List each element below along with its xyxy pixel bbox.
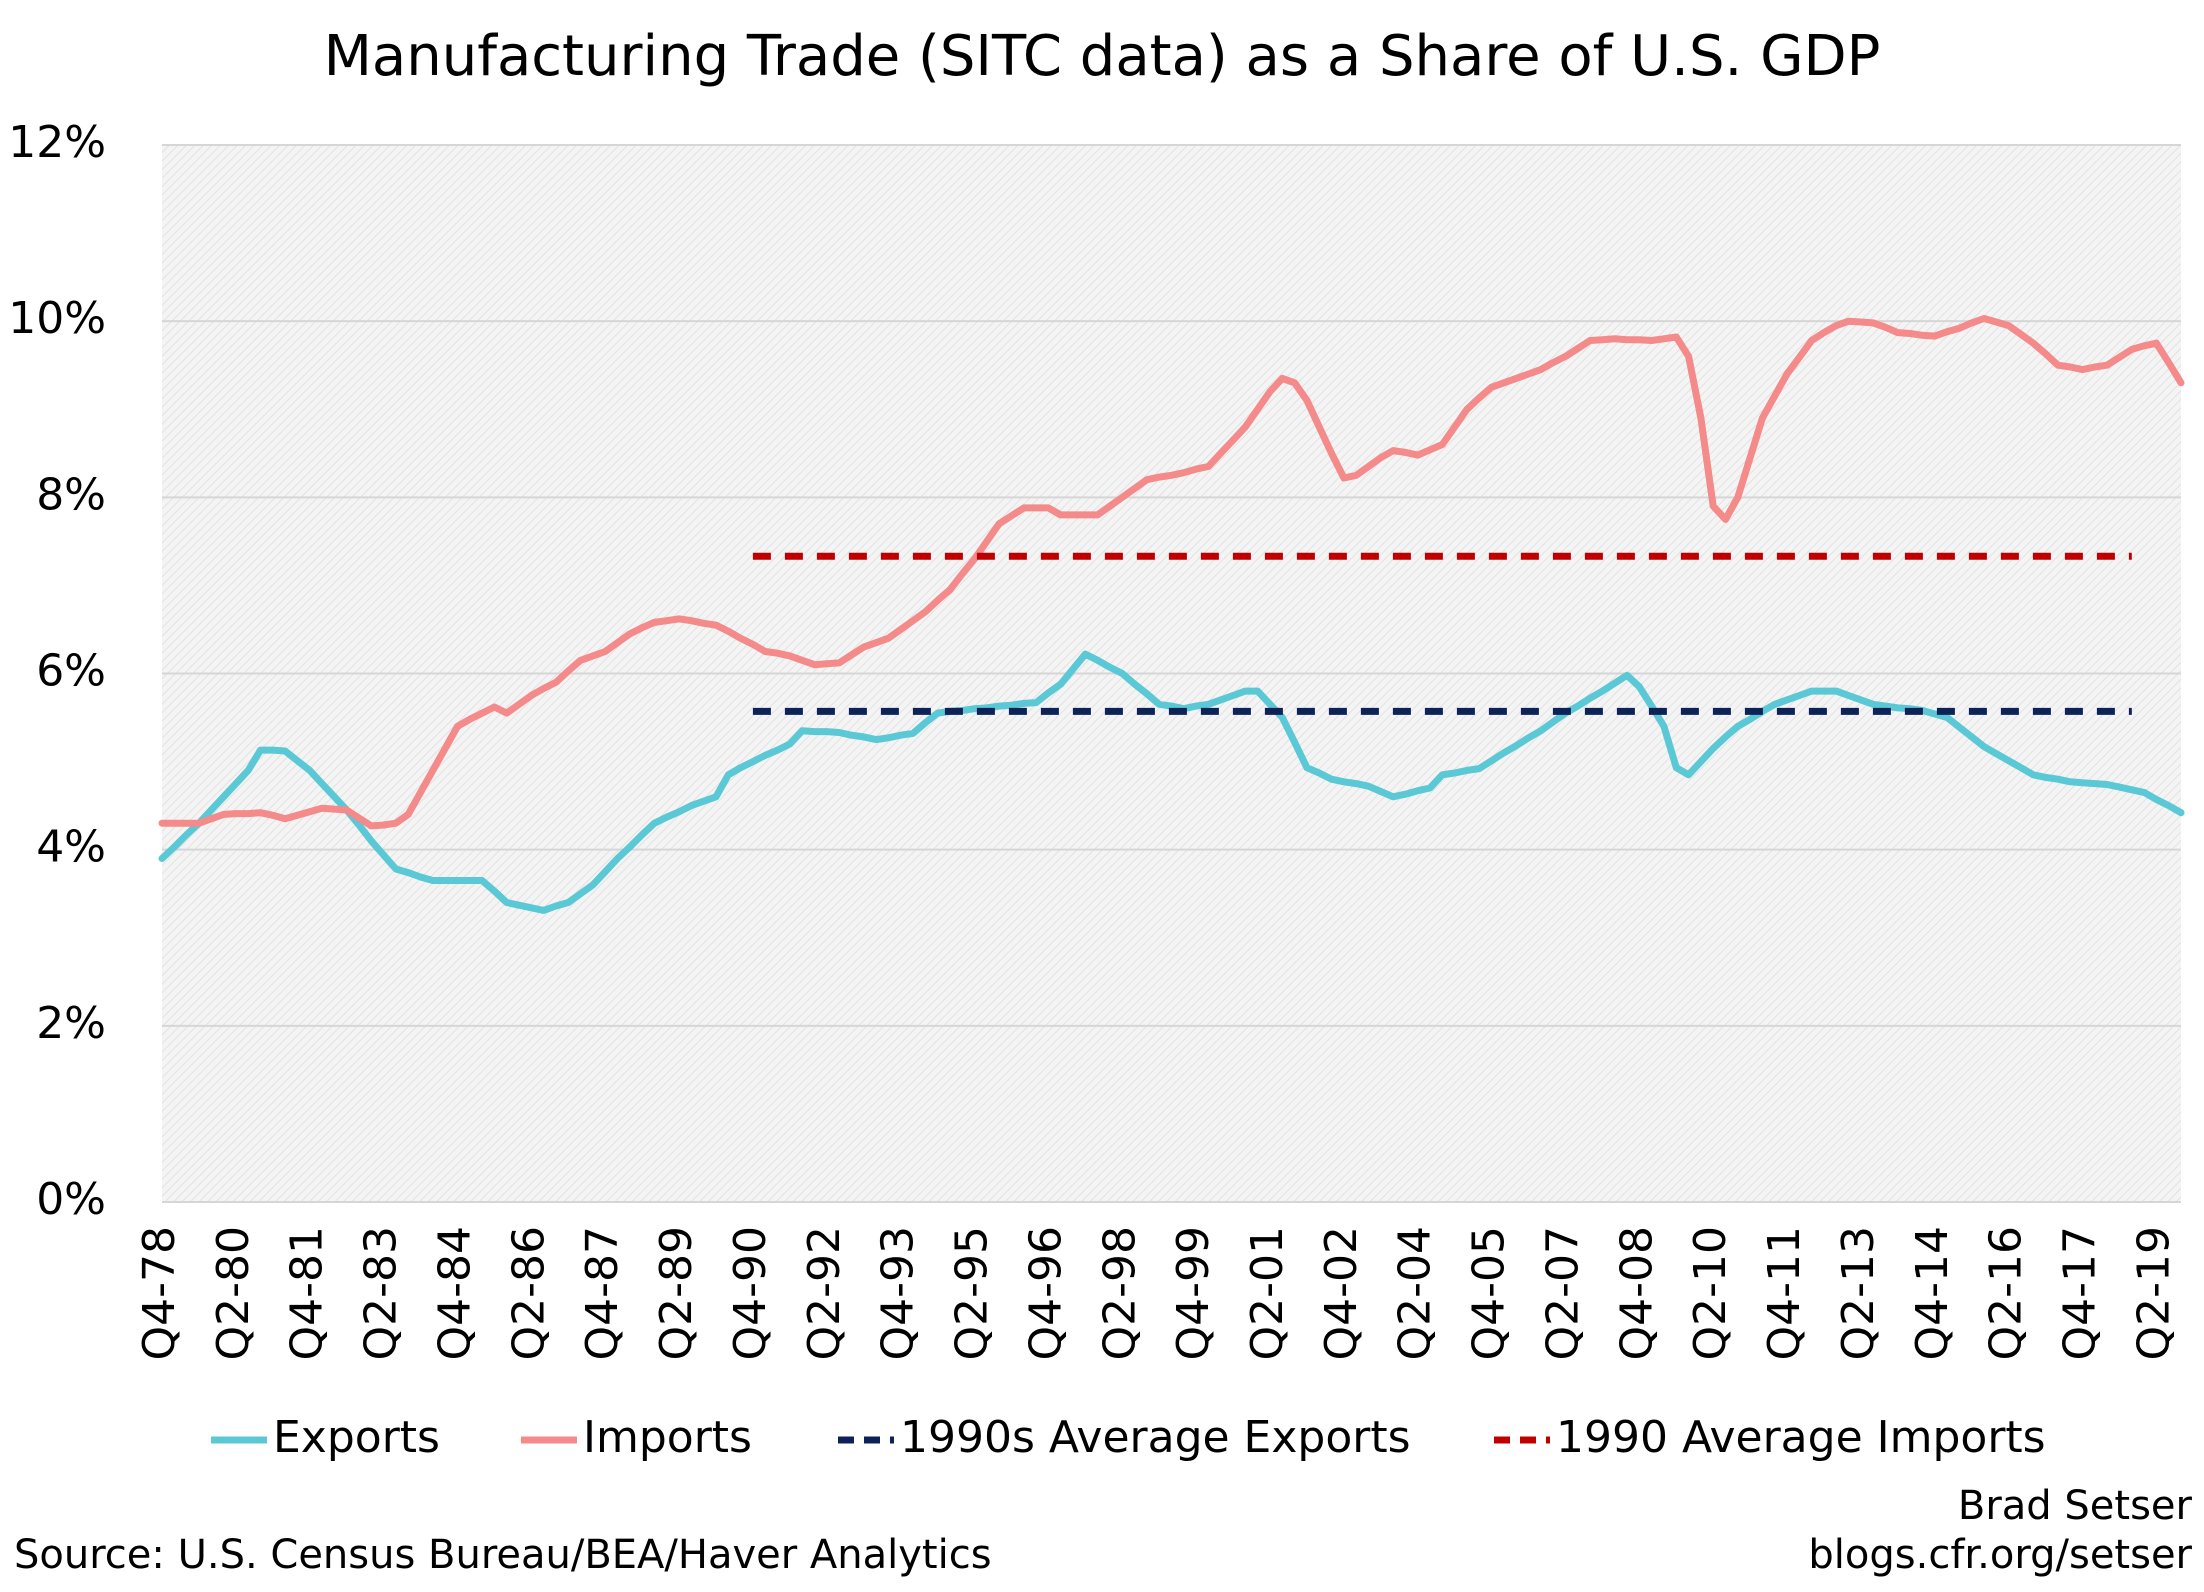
x-tick-label: Q2-19 (2128, 1226, 2179, 1361)
y-tick-label: 12% (8, 117, 106, 168)
y-tick-label: 10% (8, 293, 106, 344)
x-tick-label: Q2-01 (1242, 1226, 1293, 1361)
x-tick-label: Q4-93 (873, 1226, 924, 1361)
x-tick-label: Q2-10 (1685, 1226, 1736, 1361)
chart-title: Manufacturing Trade (SITC data) as a Sha… (324, 24, 1881, 89)
y-tick-label: 8% (36, 469, 106, 520)
x-tick-label: Q4-05 (1464, 1226, 1515, 1361)
legend-label: 1990s Average Exports (900, 1412, 1411, 1463)
x-tick-label: Q4-08 (1611, 1226, 1662, 1361)
x-tick-label: Q2-04 (1390, 1226, 1441, 1361)
x-tick-label: Q4-96 (1020, 1226, 1071, 1361)
x-tick-label: Q4-84 (429, 1226, 480, 1361)
source: Source: U.S. Census Bureau/BEA/Haver Ana… (14, 1532, 992, 1578)
y-tick-label: 2% (36, 998, 106, 1049)
x-tick-label: Q2-80 (208, 1226, 259, 1361)
x-tick-label: Q4-90 (725, 1226, 776, 1361)
x-tick-label: Q4-99 (1168, 1226, 1219, 1361)
x-tick-label: Q2-92 (799, 1226, 850, 1361)
x-tick-label: Q2-16 (1981, 1226, 2032, 1361)
y-tick-label: 4% (36, 822, 106, 873)
y-tick-label: 0% (36, 1174, 106, 1225)
x-tick-label: Q4-14 (1907, 1226, 1958, 1361)
credit-url: blogs.cfr.org/setser (1808, 1532, 2192, 1578)
legend-label: Imports (583, 1412, 752, 1463)
x-tick-label: Q4-11 (1759, 1226, 1810, 1361)
series-line (158, 650, 2185, 914)
y-tick-label: 6% (36, 646, 106, 697)
x-tick-label: Q2-83 (356, 1226, 407, 1361)
x-tick-label: Q2-13 (1833, 1226, 1884, 1361)
x-tick-label: Q4-02 (1316, 1226, 1367, 1361)
legend-label: Exports (273, 1412, 440, 1463)
series-line (158, 315, 2185, 830)
x-tick-label: Q2-89 (651, 1226, 702, 1361)
x-tick-label: Q4-78 (134, 1226, 185, 1361)
x-tick-label: Q2-07 (1537, 1226, 1588, 1361)
x-tick-label: Q2-86 (503, 1226, 554, 1361)
x-tick-label: Q4-81 (282, 1226, 333, 1361)
x-tick-label: Q4-87 (577, 1226, 628, 1361)
x-tick-label: Q4-17 (2055, 1226, 2106, 1361)
credit: Brad Setser (1958, 1483, 2193, 1529)
x-tick-label: Q2-98 (1094, 1226, 1145, 1361)
legend-label: 1990 Average Imports (1556, 1412, 2046, 1463)
x-tick-label: Q2-95 (947, 1226, 998, 1361)
